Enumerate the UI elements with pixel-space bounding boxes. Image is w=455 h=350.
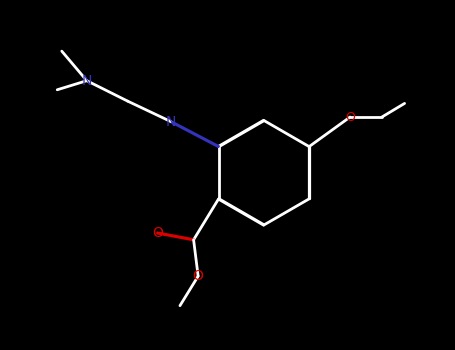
Text: O: O — [193, 269, 203, 283]
Text: O: O — [345, 111, 355, 124]
Text: N: N — [81, 74, 92, 88]
Text: N: N — [166, 114, 176, 128]
Text: O: O — [152, 226, 163, 240]
